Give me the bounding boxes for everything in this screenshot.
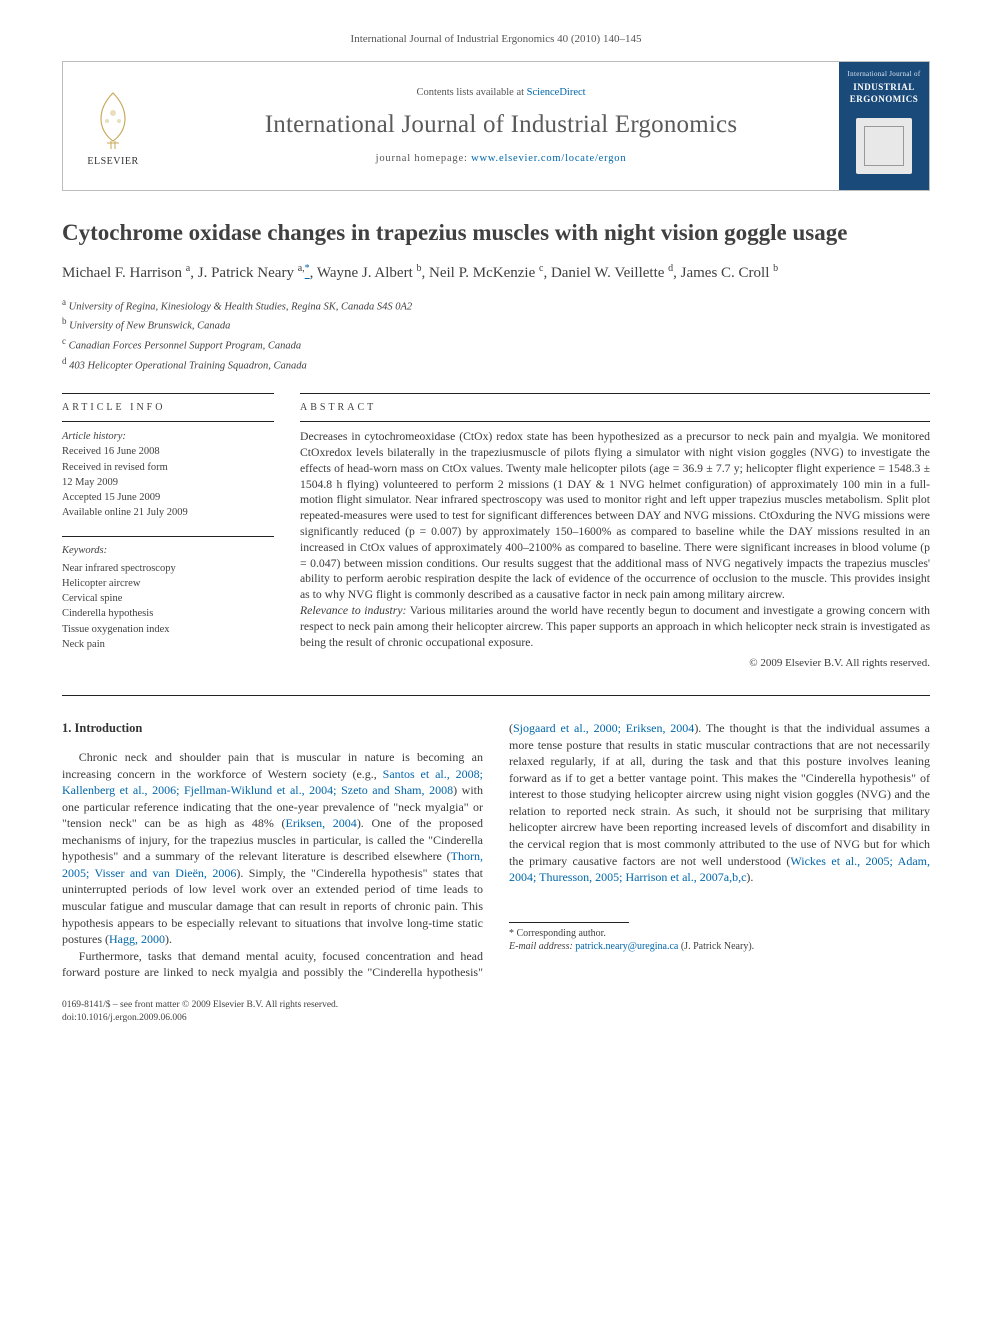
cover-figure-icon bbox=[856, 118, 912, 174]
accepted-date: Accepted 15 June 2009 bbox=[62, 490, 274, 505]
body-two-column: 1. Introduction Chronic neck and shoulde… bbox=[62, 720, 930, 981]
article-info-head: ARTICLE INFO bbox=[62, 401, 274, 415]
rule bbox=[62, 536, 274, 537]
elsevier-logo: ELSEVIER bbox=[63, 62, 163, 190]
history-label: Article history: bbox=[62, 429, 274, 444]
intro-p1-e: ). bbox=[165, 932, 172, 946]
abstract-copyright: © 2009 Elsevier B.V. All rights reserved… bbox=[300, 656, 930, 671]
revised-date-l1: Received in revised form bbox=[62, 460, 274, 475]
corresponding-author-footnote: * Corresponding author. E-mail address: … bbox=[509, 927, 930, 954]
cover-text-small: International Journal of bbox=[848, 70, 921, 79]
homepage-url[interactable]: www.elsevier.com/locate/ergon bbox=[471, 153, 626, 164]
email-link[interactable]: patrick.neary@uregina.ca bbox=[575, 941, 678, 952]
authors-line: Michael F. Harrison a, J. Patrick Neary … bbox=[62, 262, 930, 284]
keyword-item: Near infrared spectroscopy bbox=[62, 561, 274, 576]
cite-link[interactable]: Hagg, 2000 bbox=[109, 932, 165, 946]
journal-citation: International Journal of Industrial Ergo… bbox=[62, 32, 930, 47]
rule bbox=[300, 421, 930, 422]
keywords-label: Keywords: bbox=[62, 544, 274, 558]
abstract-head: ABSTRACT bbox=[300, 401, 930, 415]
rule bbox=[62, 421, 274, 422]
journal-header: ELSEVIER Contents lists available at Sci… bbox=[62, 61, 930, 191]
rule bbox=[62, 393, 274, 394]
footnote-rule bbox=[509, 922, 629, 923]
email-label: E-mail address: bbox=[509, 941, 573, 952]
abstract-body: Decreases in cytochromeoxidase (CtOx) re… bbox=[300, 429, 930, 650]
affiliation-line: a University of Regina, Kinesiology & He… bbox=[62, 296, 930, 316]
intro-head: 1. Introduction bbox=[62, 720, 483, 737]
contents-line: Contents lists available at ScienceDirec… bbox=[416, 86, 585, 100]
keyword-item: Tissue oxygenation index bbox=[62, 622, 274, 637]
header-center: Contents lists available at ScienceDirec… bbox=[163, 62, 839, 190]
intro-p2-b: ). The thought is that the individual as… bbox=[509, 721, 930, 867]
intro-p2-c: ). bbox=[746, 870, 753, 884]
elsevier-label: ELSEVIER bbox=[87, 155, 138, 169]
footer-line-1: 0169-8141/$ – see front matter © 2009 El… bbox=[62, 999, 930, 1012]
affiliations: a University of Regina, Kinesiology & He… bbox=[62, 296, 930, 375]
keyword-item: Helicopter aircrew bbox=[62, 576, 274, 591]
revised-date-l2: 12 May 2009 bbox=[62, 475, 274, 490]
article-info-column: ARTICLE INFO Article history: Received 1… bbox=[62, 393, 274, 672]
footnote-label: Corresponding author. bbox=[517, 928, 606, 939]
article-history: Article history: Received 16 June 2008 R… bbox=[62, 429, 274, 520]
contents-prefix: Contents lists available at bbox=[416, 87, 526, 98]
affiliation-line: c Canadian Forces Personnel Support Prog… bbox=[62, 335, 930, 355]
footer-line-2: doi:10.1016/j.ergon.2009.06.006 bbox=[62, 1012, 930, 1025]
page-footer: 0169-8141/$ – see front matter © 2009 El… bbox=[62, 999, 930, 1025]
rule bbox=[300, 393, 930, 394]
cite-link[interactable]: Sjogaard et al., 2000; Eriksen, 2004 bbox=[513, 721, 694, 735]
online-date: Available online 21 July 2009 bbox=[62, 505, 274, 520]
journal-title: International Journal of Industrial Ergo… bbox=[265, 108, 738, 142]
keyword-item: Neck pain bbox=[62, 637, 274, 652]
homepage-prefix: journal homepage: bbox=[376, 153, 471, 164]
email-attribution: (J. Patrick Neary). bbox=[678, 941, 754, 952]
affiliation-line: b University of New Brunswick, Canada bbox=[62, 315, 930, 335]
keywords-list: Near infrared spectroscopyHelicopter air… bbox=[62, 561, 274, 652]
cite-link[interactable]: Eriksen, 2004 bbox=[286, 816, 357, 830]
rule bbox=[62, 695, 930, 696]
cover-text-main: INDUSTRIAL ERGONOMICS bbox=[843, 81, 925, 105]
affiliation-line: d 403 Helicopter Operational Training Sq… bbox=[62, 355, 930, 375]
abstract-column: ABSTRACT Decreases in cytochromeoxidase … bbox=[300, 393, 930, 672]
journal-homepage: journal homepage: www.elsevier.com/locat… bbox=[376, 152, 627, 166]
received-date: Received 16 June 2008 bbox=[62, 444, 274, 459]
elsevier-tree-icon bbox=[83, 83, 143, 153]
sciencedirect-link[interactable]: ScienceDirect bbox=[527, 87, 586, 98]
article-title: Cytochrome oxidase changes in trapezius … bbox=[62, 219, 930, 248]
abstract-text: Decreases in cytochromeoxidase (CtOx) re… bbox=[300, 430, 930, 601]
journal-cover-thumb: International Journal of INDUSTRIAL ERGO… bbox=[839, 62, 929, 190]
keyword-item: Cervical spine bbox=[62, 591, 274, 606]
keyword-item: Cinderella hypothesis bbox=[62, 606, 274, 621]
relevance-label: Relevance to industry: bbox=[300, 604, 406, 617]
footnote-marker: * bbox=[509, 928, 514, 939]
